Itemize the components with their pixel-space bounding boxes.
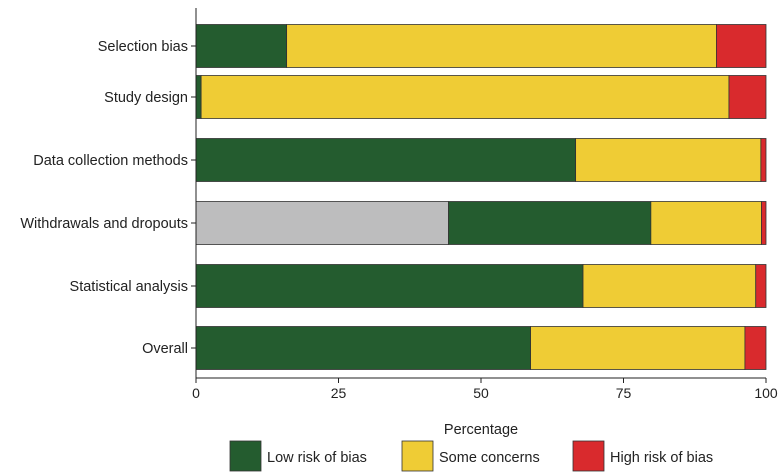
legend-swatch-low-risk-of-bias (229, 440, 262, 472)
x-tick-label-100: 100 (754, 385, 778, 401)
bar-withdrawals-and-dropouts-low-risk-of-bias (448, 201, 652, 245)
y-tick-label-withdrawals-and-dropouts: Withdrawals and dropouts (20, 216, 188, 232)
x-tick-label-75: 75 (616, 385, 632, 401)
y-tick-label-statistical-analysis: Statistical analysis (70, 279, 188, 295)
bar-overall-some-concerns (530, 326, 746, 370)
y-axis: Selection bias Study design Data collectio… (20, 8, 197, 378)
y-tick-label-study-design: Study design (104, 90, 188, 106)
bar-selection-bias-high-risk-of-bias (716, 24, 767, 68)
legend-label-some-concerns: Some concerns (439, 450, 540, 466)
bar-overall-low-risk-of-bias (195, 326, 531, 370)
bars-group (195, 24, 767, 370)
bar-overall-high-risk-of-bias (744, 326, 767, 370)
bar-study-design-high-risk-of-bias (728, 75, 767, 119)
x-tick-label-0: 0 (192, 385, 200, 401)
legend-label-high-risk-of-bias: High risk of bias (610, 450, 713, 466)
x-axis: 0 25 50 75 100 (192, 377, 778, 401)
y-tick-label-selection-bias: Selection bias (98, 39, 188, 55)
y-tick-label-overall: Overall (142, 341, 188, 357)
bar-study-design-low-risk-of-bias (195, 75, 202, 119)
legend-swatch-some-concerns (401, 440, 434, 472)
y-tick-label-data-collection-methods: Data collection methods (33, 153, 188, 169)
x-tick-label-25: 25 (331, 385, 347, 401)
legend-label-low-risk-of-bias: Low risk of bias (267, 450, 367, 466)
legend: Low risk of bias Some concerns High risk o… (229, 440, 713, 472)
bar-withdrawals-and-dropouts-some-concerns (650, 201, 762, 245)
legend-swatch-high-risk-of-bias (572, 440, 605, 472)
x-tick-label-50: 50 (473, 385, 489, 401)
bar-study-design-some-concerns (200, 75, 730, 119)
x-axis-title: Percentage (444, 422, 518, 438)
bar-statistical-analysis-low-risk-of-bias (195, 264, 584, 308)
bar-withdrawals-and-dropouts-high-risk-of-bias (761, 201, 767, 245)
bar-selection-bias-low-risk-of-bias (195, 24, 288, 68)
bar-statistical-analysis-some-concerns (582, 264, 757, 308)
bar-statistical-analysis-high-risk-of-bias (755, 264, 767, 308)
bar-selection-bias-some-concerns (286, 24, 717, 68)
bar-data-collection-methods-some-concerns (575, 138, 762, 182)
bar-data-collection-methods-high-risk-of-bias (760, 138, 767, 182)
bar-withdrawals-and-dropouts-not-applicable (195, 201, 449, 245)
bar-data-collection-methods-low-risk-of-bias (195, 138, 577, 182)
